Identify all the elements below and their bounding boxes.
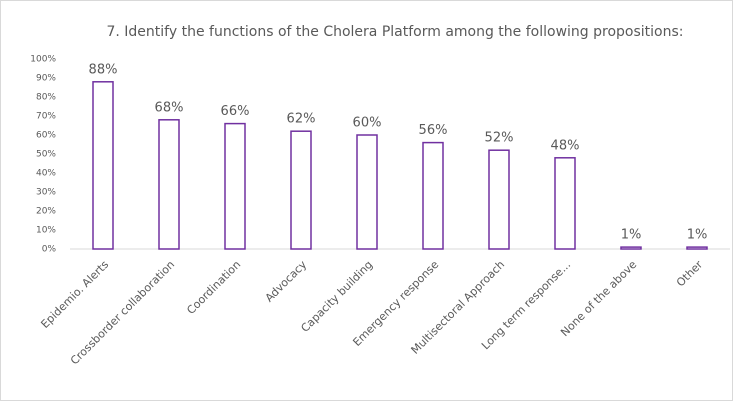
y-tick-label: 70% [36, 112, 56, 122]
bar [422, 141, 444, 250]
y-tick-label: 80% [36, 93, 56, 103]
y-tick-label: 30% [36, 188, 56, 198]
y-tick-label: 90% [36, 74, 56, 84]
y-tick-label: 40% [36, 169, 56, 179]
value-label: 56% [419, 123, 448, 138]
value-label: 68% [155, 100, 184, 115]
chart-title: 7. Identify the functions of the Cholera… [106, 24, 683, 40]
y-tick-label: 60% [36, 131, 56, 141]
bar [686, 246, 708, 250]
value-label: 88% [89, 62, 118, 77]
bar [290, 130, 312, 250]
bar [620, 246, 642, 250]
bar [92, 81, 114, 250]
value-label: 62% [287, 112, 316, 127]
y-tick-label: 50% [36, 150, 56, 160]
value-label: 60% [353, 116, 382, 131]
value-label: 1% [687, 228, 708, 243]
y-tick-label: 0% [42, 245, 57, 255]
value-label: 52% [485, 131, 514, 146]
value-label: 48% [551, 138, 580, 153]
value-label: 1% [621, 228, 642, 243]
y-tick-label: 100% [30, 55, 56, 65]
bar [158, 119, 180, 250]
bar [488, 149, 510, 250]
y-tick-label: 20% [36, 207, 56, 217]
bar [554, 157, 576, 250]
bar [356, 134, 378, 250]
value-label: 66% [221, 104, 250, 119]
y-tick-label: 10% [36, 226, 56, 236]
bar [224, 122, 246, 250]
